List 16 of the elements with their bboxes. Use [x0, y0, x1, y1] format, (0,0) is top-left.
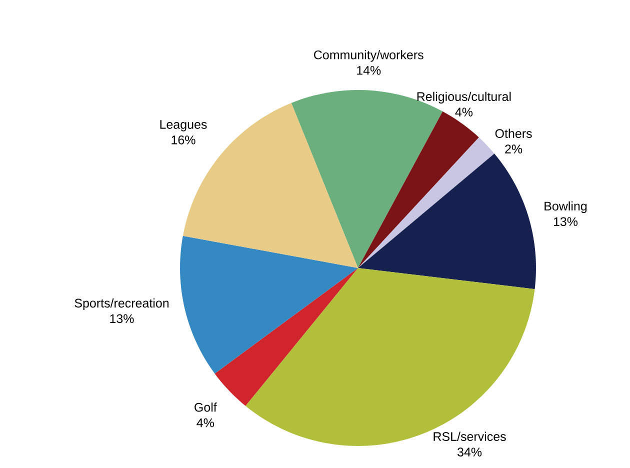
data-label: 2% — [505, 144, 522, 154]
slice-label: Community/workers — [314, 50, 424, 62]
slice-label: RSL/services — [434, 432, 506, 441]
slice-label: Golf — [194, 402, 217, 412]
slice-label: Others — [495, 128, 532, 138]
slice-label: Leagues — [160, 120, 207, 132]
data-label: 34% — [457, 448, 482, 456]
slice-label: Bowling — [544, 201, 587, 214]
slice-label: Sports/recreation — [74, 298, 169, 310]
data-label: 13% — [554, 217, 578, 226]
data-label: 4% — [196, 418, 214, 428]
data-label: 4% — [455, 108, 473, 116]
data-label: 13% — [110, 314, 134, 324]
slice-label: Religious/cultural — [417, 92, 511, 104]
data-label: 14% — [357, 66, 381, 75]
data-label: 16% — [172, 136, 196, 144]
